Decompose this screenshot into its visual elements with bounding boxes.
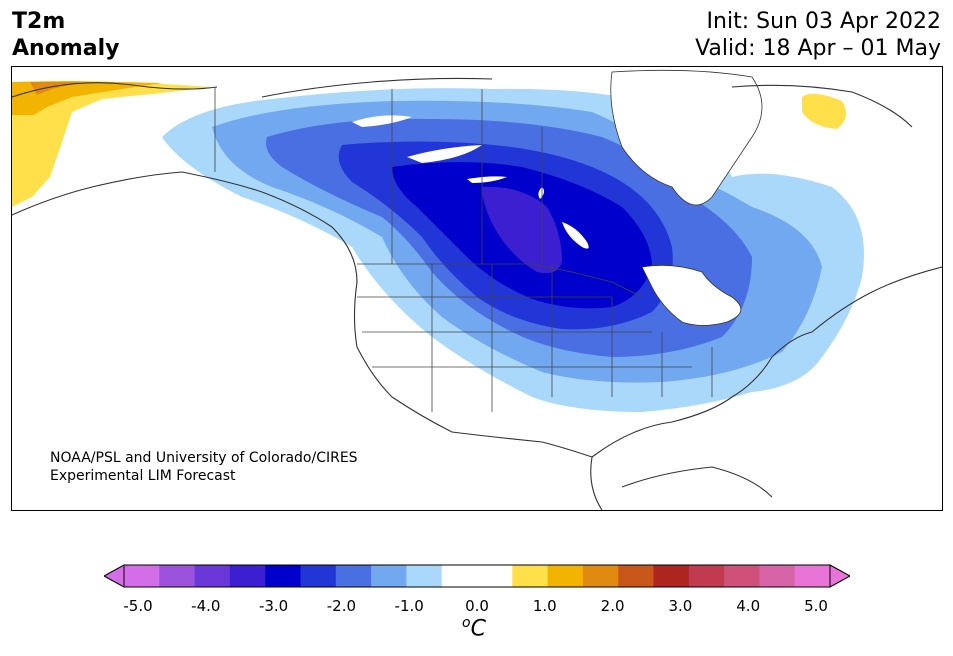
- colorbar-segment: [335, 565, 372, 587]
- colorbar-min-extend: [104, 564, 125, 588]
- title-line-1: T2m: [12, 9, 66, 34]
- credit-text: NOAA/PSL and University of Colorado/CIRE…: [50, 449, 358, 485]
- colorbar-segment: [371, 565, 407, 587]
- colorbar-segment: [688, 565, 725, 587]
- colorbar-segment: [124, 565, 160, 587]
- init-date: Init: Sun 03 Apr 2022: [706, 9, 941, 34]
- colorbar-segment: [300, 565, 337, 587]
- colorbar-tick-label: 5.0: [804, 597, 828, 615]
- colorbar-tick-label: 0.0: [465, 597, 489, 615]
- map-canvas: [12, 69, 942, 510]
- colorbar: [104, 564, 850, 588]
- colorbar-tick-label: 3.0: [668, 597, 693, 615]
- coastlines: [12, 77, 942, 510]
- colorbar-segment: [229, 565, 266, 587]
- credit-line-2: Experimental LIM Forecast: [50, 468, 236, 484]
- colorbar-segment: [724, 565, 760, 587]
- colorbar-segment: [406, 565, 443, 587]
- colorbar-segment: [653, 565, 690, 587]
- colorbar-unit: oC: [462, 615, 486, 641]
- anomaly-map: NOAA/PSL and University of Colorado/CIRE…: [11, 66, 943, 511]
- colorbar-tick-label: 1.0: [532, 597, 557, 615]
- colorbar-tick-label: -3.0: [258, 597, 289, 615]
- colorbar-segment: [194, 565, 231, 587]
- colorbar-segment: [759, 565, 796, 587]
- water-features: [352, 69, 763, 326]
- colorbar-tick-label: -5.0: [123, 597, 153, 615]
- cold-anomaly-bands: [162, 88, 864, 412]
- colorbar-segment: [547, 565, 584, 587]
- colorbar-tick-label: -4.0: [191, 597, 221, 615]
- colorbar-segment: [265, 565, 301, 587]
- unit-superscript: o: [462, 615, 471, 631]
- credit-line-1: NOAA/PSL and University of Colorado/CIRE…: [50, 450, 358, 466]
- political-borders: [214, 87, 713, 412]
- colorbar-segment: [618, 565, 654, 587]
- title-line-2: Anomaly: [12, 36, 120, 61]
- map-title: T2m Anomaly: [12, 8, 119, 62]
- unit-base: C: [470, 616, 486, 642]
- colorbar-max-extend: [829, 564, 850, 588]
- greenland-warm-anomaly: [12, 81, 846, 207]
- colorbar-segment: [582, 565, 619, 587]
- valid-range: Valid: 18 Apr – 01 May: [695, 36, 941, 61]
- colorbar-segment: [794, 565, 831, 587]
- colorbar-segment: [512, 565, 549, 587]
- forecast-dates: Init: Sun 03 Apr 2022 Valid: 18 Apr – 01…: [695, 8, 941, 62]
- colorbar-segment: [159, 565, 196, 587]
- colorbar-tick-label: -2.0: [326, 597, 357, 615]
- colorbar-outline: [123, 564, 831, 588]
- colorbar-segment: [477, 565, 513, 587]
- colorbar-segment: [441, 565, 478, 587]
- colorbar-tick-label: -1.0: [394, 597, 424, 615]
- colorbar-tick-label: 4.0: [736, 597, 761, 615]
- colorbar-tick-label: 2.0: [600, 597, 625, 615]
